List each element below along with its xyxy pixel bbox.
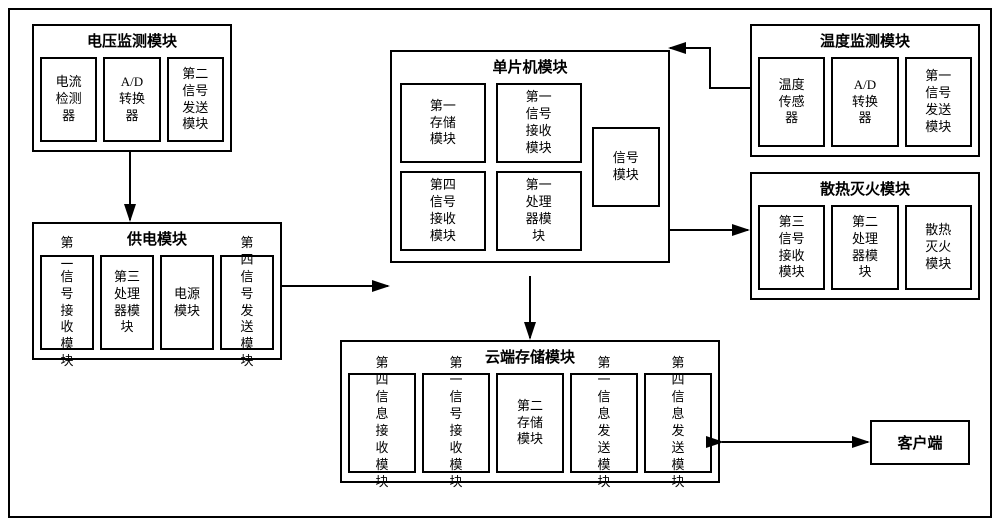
cloud-title: 云端存储模块 [342, 342, 718, 369]
sub-signal-module: 信号模块 [592, 127, 661, 207]
client-module: 客户端 [870, 420, 970, 465]
mcu-module: 单片机模块 第一存储模块 第一信号接收模块 第四信号接收模块 第一处理器模块 信… [390, 50, 670, 263]
cloud-module: 云端存储模块 第四信息接收模块 第一信号接收模块 第二存储模块 第一信息发送模块… [340, 340, 720, 483]
sub-proc1: 第一处理器模块 [496, 171, 582, 251]
sub-proc3: 第三处理器模块 [100, 255, 154, 350]
mcu-title: 单片机模块 [392, 52, 668, 79]
sub-info4-send: 第四信息发送模块 [644, 373, 712, 473]
sub-cooling-fire: 散热灭火模块 [905, 205, 972, 290]
diagram-container: 电压监测模块 电流检测器 A/D转换器 第二信号发送模块 供电模块 第二信号接收… [8, 8, 992, 518]
power-module: 供电模块 第二信号接收模块 第三处理器模块 电源模块 第四信号发送模块 [32, 222, 282, 360]
sub-info1-send: 第一信息发送模块 [570, 373, 638, 473]
sub-signal3-recv: 第三信号接收模块 [758, 205, 825, 290]
sub-signal4-recv: 第四信号接收模块 [400, 171, 486, 251]
voltage-module: 电压监测模块 电流检测器 A/D转换器 第二信号发送模块 [32, 24, 232, 152]
sub-proc2: 第二处理器模块 [831, 205, 898, 290]
voltage-title: 电压监测模块 [34, 26, 230, 53]
sub-store1: 第一存储模块 [400, 83, 486, 163]
sub-signal1-recv2: 第一信号接收模块 [422, 373, 490, 473]
sub-ad-converter-1: A/D转换器 [103, 57, 160, 142]
client-label: 客户端 [897, 432, 942, 453]
sub-temp-sensor: 温度传感器 [758, 57, 825, 147]
sub-power-src: 电源模块 [160, 255, 214, 350]
sub-current-detector: 电流检测器 [40, 57, 97, 142]
temp-title: 温度监测模块 [752, 26, 978, 53]
sub-signal1-recv: 第一信号接收模块 [496, 83, 582, 163]
cooling-title: 散热灭火模块 [752, 174, 978, 201]
sub-info4-recv: 第四信息接收模块 [348, 373, 416, 473]
sub-store2: 第二存储模块 [496, 373, 564, 473]
sub-signal2-recv: 第二信号接收模块 [40, 255, 94, 350]
sub-signal4-send: 第四信号发送模块 [220, 255, 274, 350]
sub-signal2-send: 第二信号发送模块 [167, 57, 224, 142]
cooling-module: 散热灭火模块 第三信号接收模块 第二处理器模块 散热灭火模块 [750, 172, 980, 300]
temp-module: 温度监测模块 温度传感器 A/D转换器 第一信号发送模块 [750, 24, 980, 157]
sub-signal1-send: 第一信号发送模块 [905, 57, 972, 147]
sub-ad-converter-2: A/D转换器 [831, 57, 898, 147]
